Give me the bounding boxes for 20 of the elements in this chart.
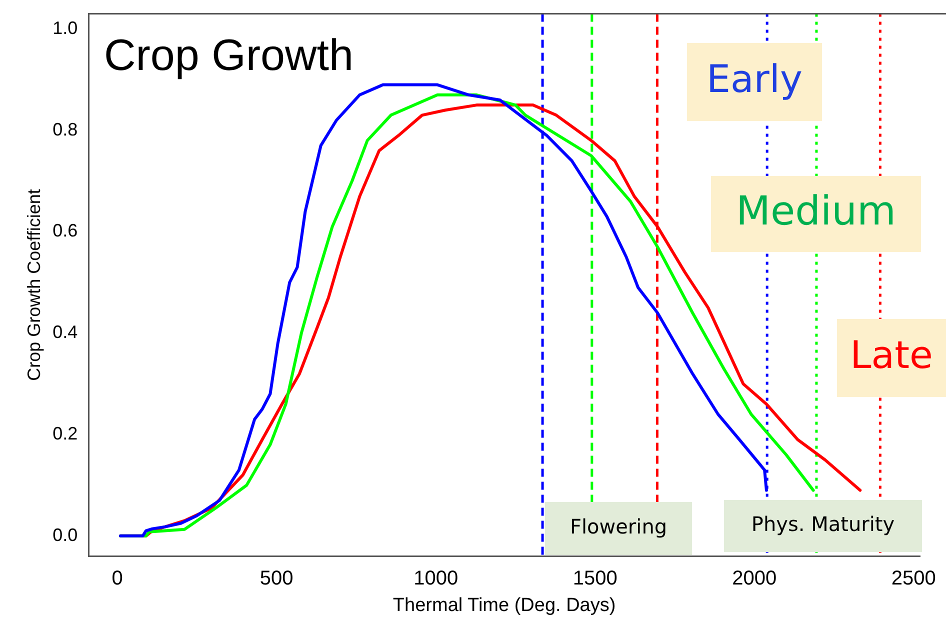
x-tick-label: 0 [112,568,123,590]
annotation: Flowering [570,514,668,539]
annotation: Late [850,332,933,377]
y-tick-label: 1.0 [52,18,78,38]
y-tick-label: 0.8 [52,119,78,140]
y-axis-title: Crop Growth Coefficient [24,189,44,381]
y-tick-label: 0.0 [52,524,78,545]
annotation: Early [706,56,802,101]
x-tick-label: 2500 [891,568,936,590]
annotation: Phys. Maturity [751,512,895,536]
y-tick-label: 0.4 [52,322,78,342]
x-tick-label: 500 [260,568,294,590]
x-tick-label: 1000 [414,568,458,590]
y-tick-label: 0.2 [52,424,78,444]
x-tick-label: 2000 [732,568,777,590]
x-tick-label: 1500 [572,568,618,590]
annotation: Medium [736,188,896,234]
y-tick-label: 0.6 [52,220,78,241]
x-axis-title: Thermal Time (Deg. Days) [392,594,616,616]
annotation: Crop Growth [104,31,354,80]
